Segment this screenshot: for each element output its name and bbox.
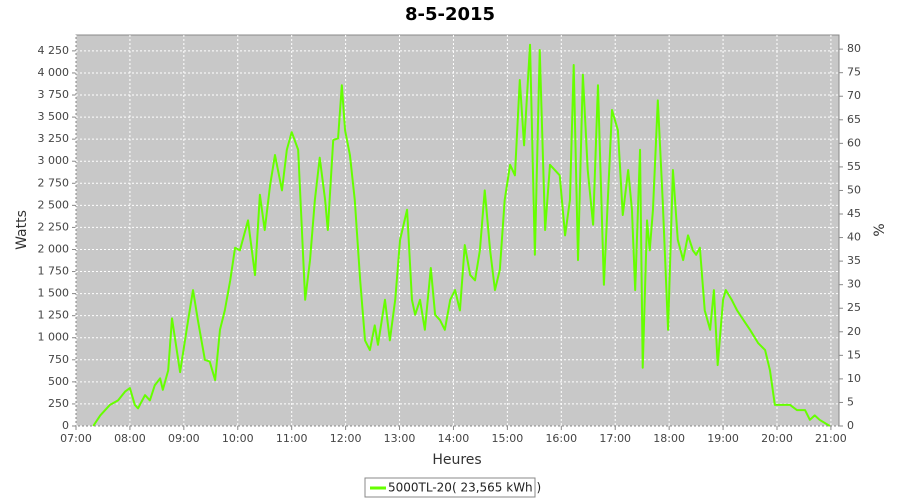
y2-tick-label: 45	[847, 207, 861, 220]
x-tick-label: 17:00	[599, 432, 631, 445]
y-tick-label: 0	[62, 419, 69, 432]
y2-axis-label: %	[872, 223, 888, 236]
y-tick-label: 1 000	[38, 331, 70, 344]
legend-label: 5000TL-20( 23,565 kWh )	[388, 481, 541, 495]
y-tick-label: 500	[48, 375, 69, 388]
y-tick-label: 750	[48, 353, 69, 366]
x-tick-label: 16:00	[545, 432, 577, 445]
x-tick-label: 14:00	[438, 432, 470, 445]
x-tick-label: 18:00	[653, 432, 685, 445]
x-tick-label: 20:00	[761, 432, 793, 445]
x-tick-label: 08:00	[114, 432, 146, 445]
x-tick-label: 19:00	[707, 432, 739, 445]
y2-tick-label: 60	[847, 136, 861, 149]
x-tick-label: 15:00	[492, 432, 524, 445]
x-tick-label: 09:00	[168, 432, 200, 445]
y2-tick-label: 20	[847, 325, 861, 338]
y-tick-label: 3 500	[38, 110, 70, 123]
y-tick-label: 250	[48, 397, 69, 410]
plot-area	[75, 34, 840, 427]
y2-tick-label: 15	[847, 348, 861, 361]
x-tick-label: 21:00	[815, 432, 847, 445]
y2-tick-label: 40	[847, 231, 861, 244]
y-tick-label: 2 000	[38, 242, 70, 255]
y-tick-label: 1 250	[38, 309, 70, 322]
y2-tick-label: 80	[847, 42, 861, 55]
y2-tick-label: 5	[847, 395, 854, 408]
x-axis-label: Heures	[432, 452, 481, 468]
x-tick-label: 12:00	[330, 432, 362, 445]
x-tick-label: 07:00	[60, 432, 92, 445]
y-tick-label: 2 750	[38, 176, 70, 189]
y-tick-label: 3 000	[38, 154, 70, 167]
series-line	[92, 43, 831, 427]
y2-tick-label: 30	[847, 278, 861, 291]
y2-tick-label: 55	[847, 160, 861, 173]
y-axis-label: Watts	[14, 210, 30, 250]
y-tick-label: 1 500	[38, 287, 70, 300]
chart-title: 8-5-2015	[405, 4, 495, 25]
y2-tick-label: 65	[847, 113, 861, 126]
y2-tick-label: 75	[847, 66, 861, 79]
y-tick-label: 4 250	[38, 44, 70, 57]
y2-tick-label: 25	[847, 301, 861, 314]
y-tick-label: 2 500	[38, 198, 70, 211]
legend-box	[364, 477, 536, 498]
y2-tick-label: 50	[847, 183, 861, 196]
y2-tick-label: 70	[847, 89, 861, 102]
y-tick-label: 3 750	[38, 88, 70, 101]
x-tick-label: 13:00	[384, 432, 416, 445]
y2-tick-label: 35	[847, 254, 861, 267]
y-tick-label: 2 250	[38, 220, 70, 233]
y-tick-label: 1 750	[38, 265, 70, 278]
y2-tick-label: 10	[847, 372, 861, 385]
y2-tick-label: 0	[847, 419, 854, 432]
y-tick-label: 4 000	[38, 66, 70, 79]
y-tick-label: 3 250	[38, 132, 70, 145]
x-tick-label: 10:00	[222, 432, 254, 445]
x-tick-label: 11:00	[276, 432, 308, 445]
